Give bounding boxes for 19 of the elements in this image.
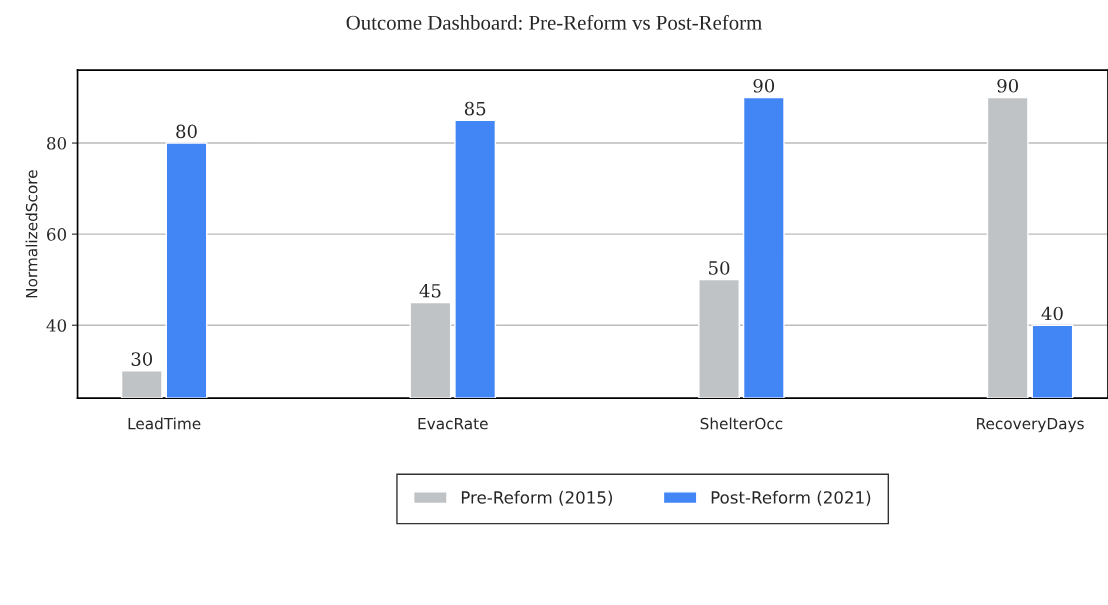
x-tick-label: LeadTime xyxy=(128,417,201,430)
data-label: 85 xyxy=(464,101,486,116)
x-tick-label: RecoveryDays xyxy=(977,418,1084,433)
y-tick-label: 40 xyxy=(46,319,67,332)
data-label: 90 xyxy=(997,78,1018,93)
chart-title: Outcome Dashboard: Pre-Reform vs Post-Reform xyxy=(346,14,762,30)
legend-label: Pre-Reform (2015) xyxy=(461,490,613,506)
y-axis-title: NormalizedScore xyxy=(25,170,38,298)
data-label: 90 xyxy=(753,78,775,93)
data-label: 30 xyxy=(131,352,153,366)
x-tick-label: EvacRate xyxy=(418,418,488,430)
data-label: 45 xyxy=(419,283,441,298)
legend-label: Post-Reform (2021) xyxy=(711,490,871,506)
y-tick-label: 60 xyxy=(47,228,67,241)
data-label: 80 xyxy=(176,124,197,139)
x-tick-label: ShelterOcc xyxy=(700,417,783,430)
data-label: 50 xyxy=(709,261,730,275)
y-tick-label: 80 xyxy=(47,137,67,150)
data-label: 40 xyxy=(1041,306,1063,321)
